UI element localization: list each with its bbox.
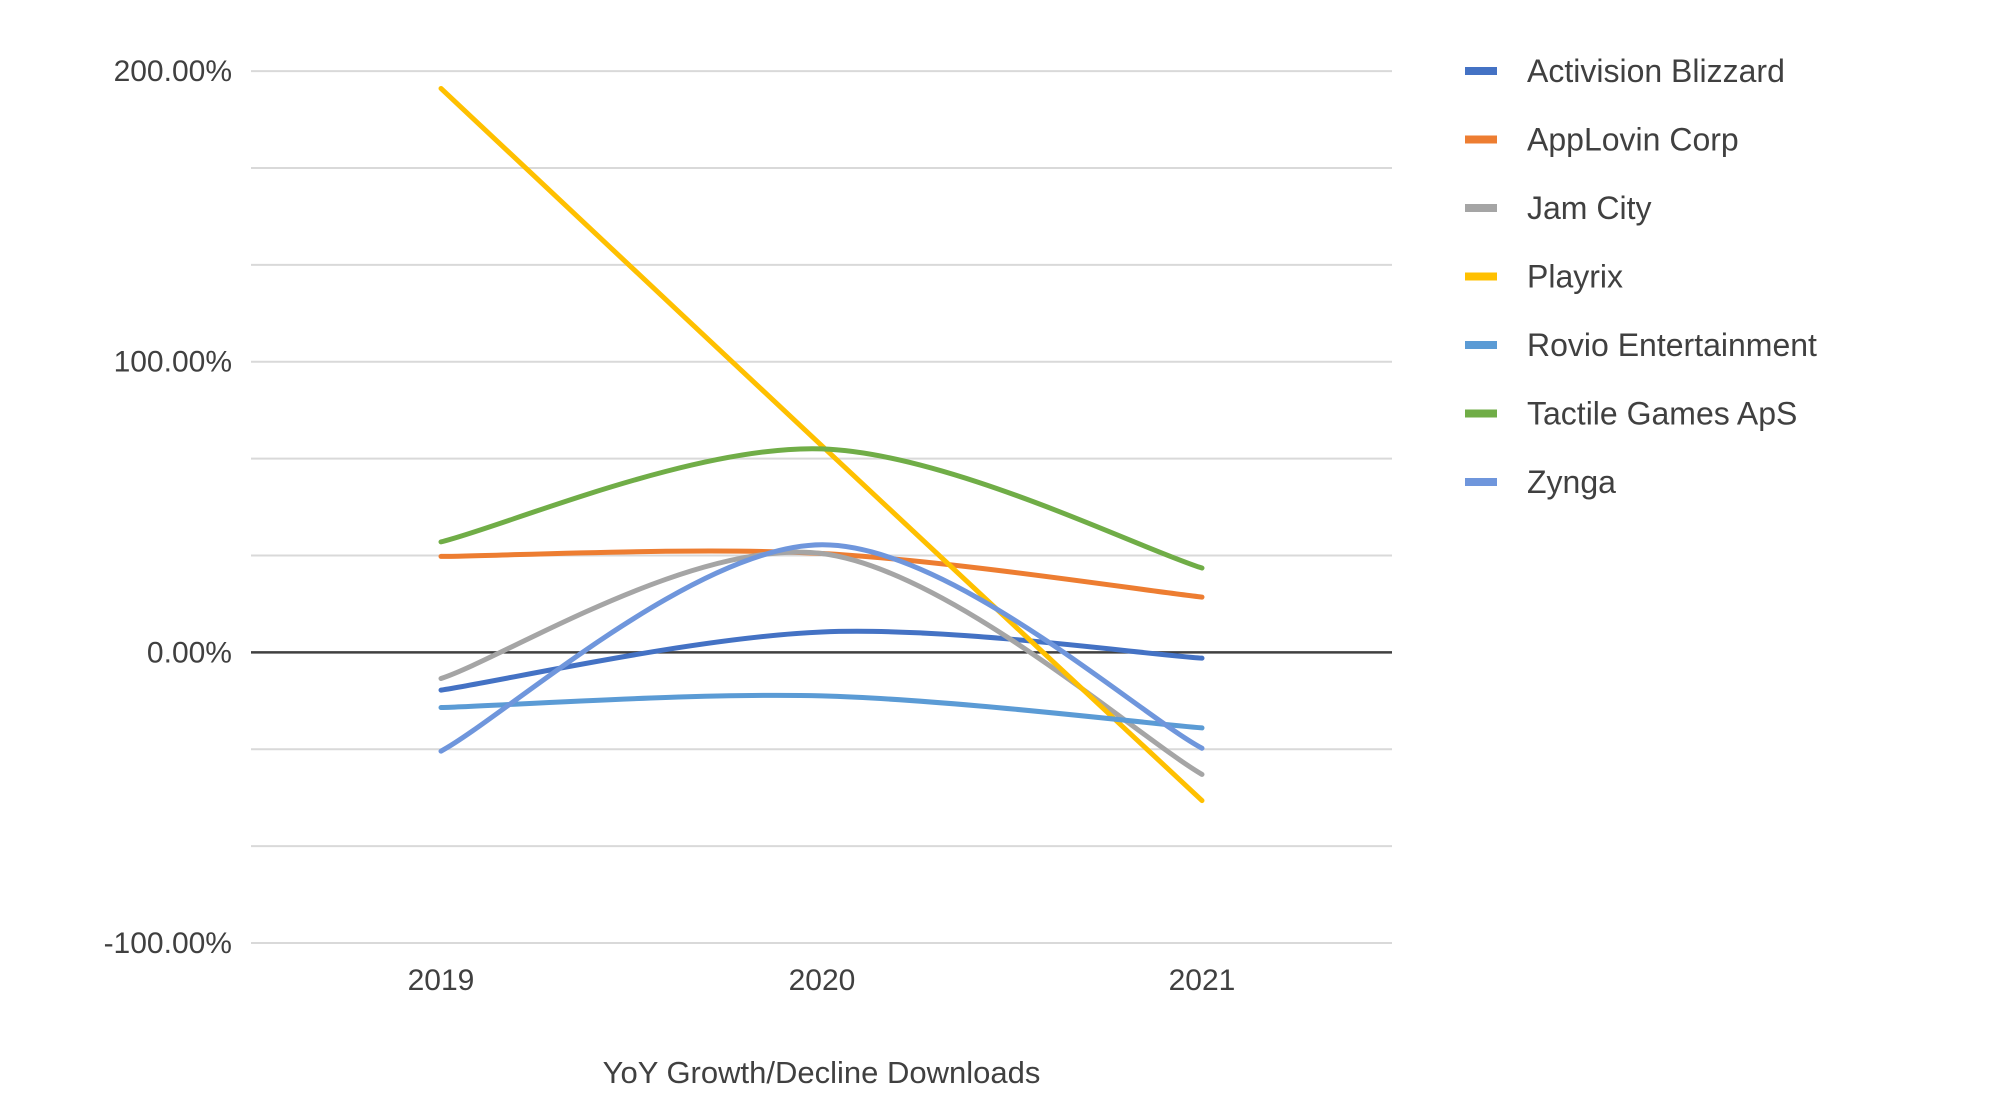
series-line-applovin-corp xyxy=(438,548,1205,600)
series-line-tactile-games-aps xyxy=(438,446,1205,571)
legend-label-activision-blizzard: Activision Blizzard xyxy=(1527,53,1785,89)
legend-label-rovio-entertainment: Rovio Entertainment xyxy=(1527,327,1817,363)
y-tick-label: 100.00% xyxy=(114,346,232,379)
gridlines xyxy=(251,70,1392,944)
x-tick-label: 2021 xyxy=(1169,964,1236,997)
x-tick-label: 2019 xyxy=(408,964,475,997)
y-axis-tick-labels: -100.00% 0.00% 100.00% 200.00% xyxy=(104,55,232,960)
series-line-rovio-entertainment xyxy=(438,692,1205,731)
series-line-activision-blizzard xyxy=(438,628,1205,693)
legend-label-zynga: Zynga xyxy=(1527,464,1616,500)
legend-label-playrix: Playrix xyxy=(1527,259,1623,295)
legend: Activision Blizzard AppLovin Corp Jam City… xyxy=(1465,53,1817,500)
series-line-playrix xyxy=(438,85,1205,804)
series-lines xyxy=(438,85,1205,804)
y-tick-label: 0.00% xyxy=(147,636,232,669)
y-tick-label: 200.00% xyxy=(114,55,232,88)
x-tick-label: 2020 xyxy=(789,964,856,997)
x-axis-tick-labels: 2019 2020 2021 xyxy=(408,964,1236,997)
series-line-jam-city xyxy=(438,549,1205,777)
x-axis-title: YoY Growth/Decline Downloads xyxy=(603,1055,1041,1090)
series-line-zynga xyxy=(438,542,1205,754)
y-tick-label: -100.00% xyxy=(104,927,232,960)
legend-label-jam-city: Jam City xyxy=(1527,190,1651,226)
legend-label-tactile-games-aps: Tactile Games ApS xyxy=(1527,396,1797,432)
legend-label-applovin-corp: AppLovin Corp xyxy=(1527,122,1739,158)
